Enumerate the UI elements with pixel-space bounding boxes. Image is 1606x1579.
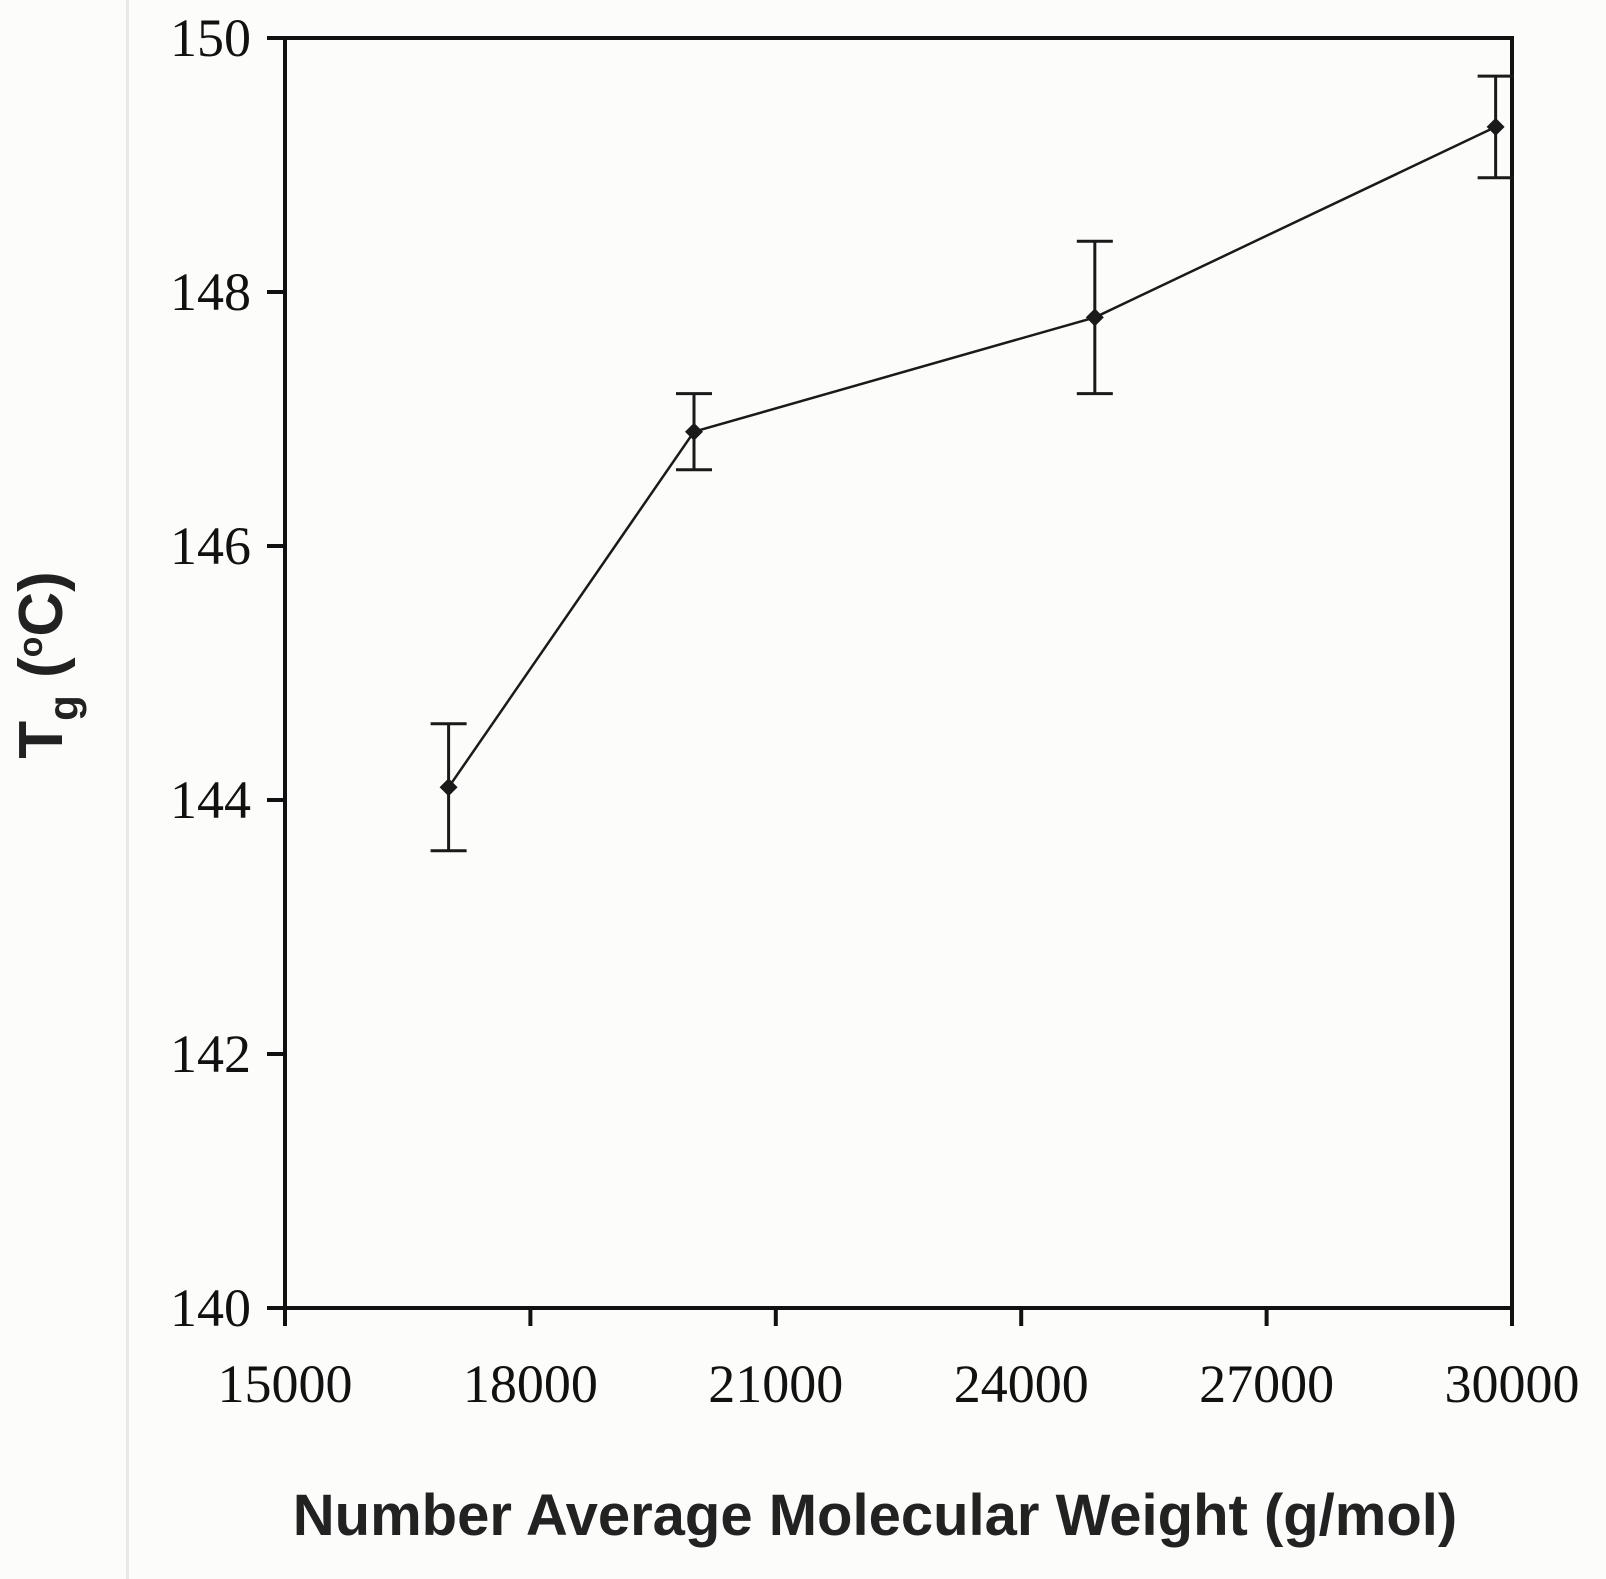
- x-axis-title: Number Average Molecular Weight (g/mol): [293, 1483, 1457, 1548]
- y-axis-tick-label: 140: [170, 1278, 251, 1338]
- x-axis-tick-label: 18000: [463, 1354, 598, 1414]
- plot-frame: [283, 36, 1514, 1310]
- y-axis-title: Tg (oC): [7, 571, 87, 759]
- y-title-symbol: T: [7, 721, 76, 759]
- data-point-marker: [685, 422, 703, 441]
- data-point-marker: [439, 778, 458, 797]
- data-point-marker: [1486, 117, 1505, 136]
- y-axis-tick-label: 146: [170, 516, 251, 576]
- x-axis-tick-label: 24000: [954, 1354, 1089, 1414]
- x-axis-tick-label: 30000: [1445, 1354, 1580, 1414]
- y-title-unit-open: (: [7, 657, 76, 695]
- x-axis-tick-label: 21000: [708, 1354, 843, 1414]
- data-series-line: [447, 125, 1497, 789]
- x-axis-tick-label: 27000: [1199, 1354, 1334, 1414]
- y-axis-tick-label: 150: [170, 8, 251, 68]
- y-axis-tick-label: 142: [170, 1024, 251, 1084]
- x-axis-tick-label: 15000: [218, 1354, 353, 1414]
- scan-artifact-line: [126, 0, 129, 1579]
- y-axis-tick-label: 144: [170, 770, 251, 830]
- data-point-marker: [1085, 308, 1104, 327]
- y-title-degree: o: [12, 637, 50, 658]
- y-title-unit-close: C): [7, 571, 76, 636]
- y-title-subscript: g: [40, 695, 87, 721]
- y-axis-tick-label: 148: [170, 262, 251, 322]
